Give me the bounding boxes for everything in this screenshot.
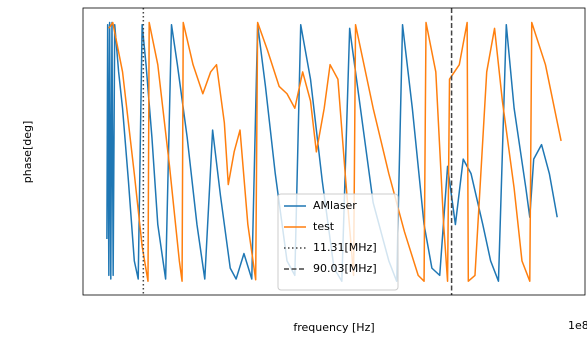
legend-label: 11.31[MHz] xyxy=(313,241,377,254)
legend-label: AMlaser xyxy=(313,199,357,212)
line-test xyxy=(108,21,562,282)
y-axis-label: phase[deg] xyxy=(21,121,34,184)
legend-label: test xyxy=(313,220,335,233)
legend: AMlaser test 11.31[MHz] 90.03[MHz] xyxy=(277,193,399,291)
legend-box xyxy=(277,193,399,291)
x-offset-label: 1e8 xyxy=(568,319,587,332)
legend-label: 90.03[MHz] xyxy=(313,262,377,275)
x-axis-label: frequency [Hz] xyxy=(293,321,374,334)
axes-frame xyxy=(82,7,586,296)
